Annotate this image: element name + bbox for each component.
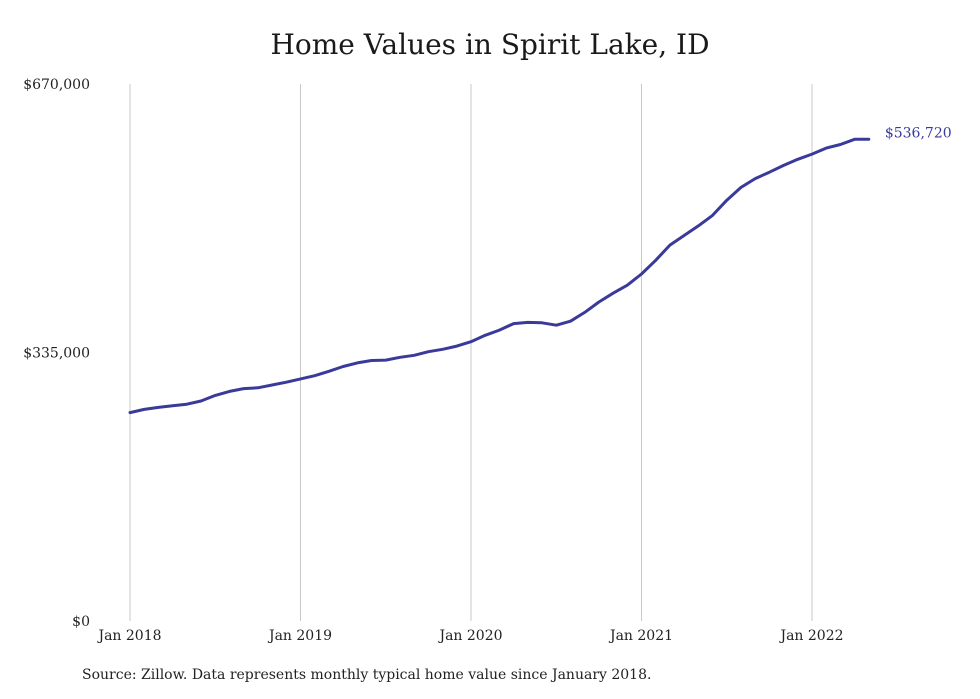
end-value-label: $536,720	[885, 125, 952, 141]
x-tick-label: Jan 2021	[608, 628, 673, 644]
x-tick-label: Jan 2018	[96, 628, 161, 644]
series-line-home-value	[128, 137, 871, 415]
x-tick-label: Jan 2022	[778, 628, 843, 644]
chart-source-note: Source: Zillow. Data represents monthly …	[82, 667, 652, 683]
y-axis-ticks: $0 $335,000 $670,000	[23, 77, 90, 630]
x-gridlines	[129, 84, 813, 621]
y-tick-label: $0	[72, 614, 90, 630]
y-tick-label: $335,000	[23, 346, 90, 362]
x-axis-ticks: Jan 2018 Jan 2019 Jan 2020 Jan 2021 Jan 2022	[96, 628, 843, 644]
x-tick-label: Jan 2019	[267, 628, 332, 644]
x-tick-label: Jan 2020	[437, 628, 502, 644]
y-tick-label: $670,000	[23, 77, 90, 93]
chart-title: Home Values in Spirit Lake, ID	[270, 28, 710, 61]
